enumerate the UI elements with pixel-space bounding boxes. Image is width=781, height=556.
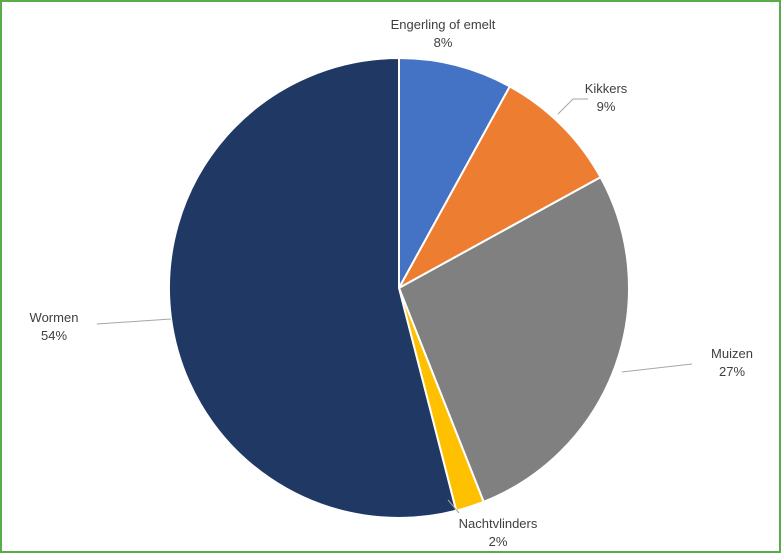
slice-label-name-nachtvlinders: Nachtvlinders <box>459 516 538 531</box>
pie-slice-muizen <box>398 176 630 503</box>
slice-label-name-engerling-of-emelt: Engerling of emelt <box>391 17 496 32</box>
slice-label-percent-wormen: 54% <box>41 328 67 343</box>
slice-label-percent-engerling-of-emelt: 8% <box>434 35 453 50</box>
slice-labels: Engerling of emelt 8% Kikkers 9% Muizen 27% Na… <box>30 17 753 549</box>
slice-label-percent-nachtvlinders: 2% <box>489 534 508 549</box>
leader-line-nachtvlinders <box>447 499 460 514</box>
leader-line-kikkers <box>557 98 588 115</box>
slice-label-name-muizen: Muizen <box>711 346 753 361</box>
slice-label-name-kikkers: Kikkers <box>585 81 628 96</box>
leader-line-muizen <box>621 363 693 373</box>
slice-label-percent-kikkers: 9% <box>597 99 616 114</box>
pie-slice-kikkers <box>398 85 602 289</box>
pie-slices <box>168 57 630 519</box>
pie-slice-wormen <box>168 57 458 519</box>
slice-label-name-wormen: Wormen <box>30 310 79 325</box>
leader-line-wormen <box>96 318 172 325</box>
leader-lines <box>96 98 693 514</box>
pie-slice-engerling-of-emelt <box>398 57 511 289</box>
slice-label-percent-muizen: 27% <box>719 364 745 379</box>
